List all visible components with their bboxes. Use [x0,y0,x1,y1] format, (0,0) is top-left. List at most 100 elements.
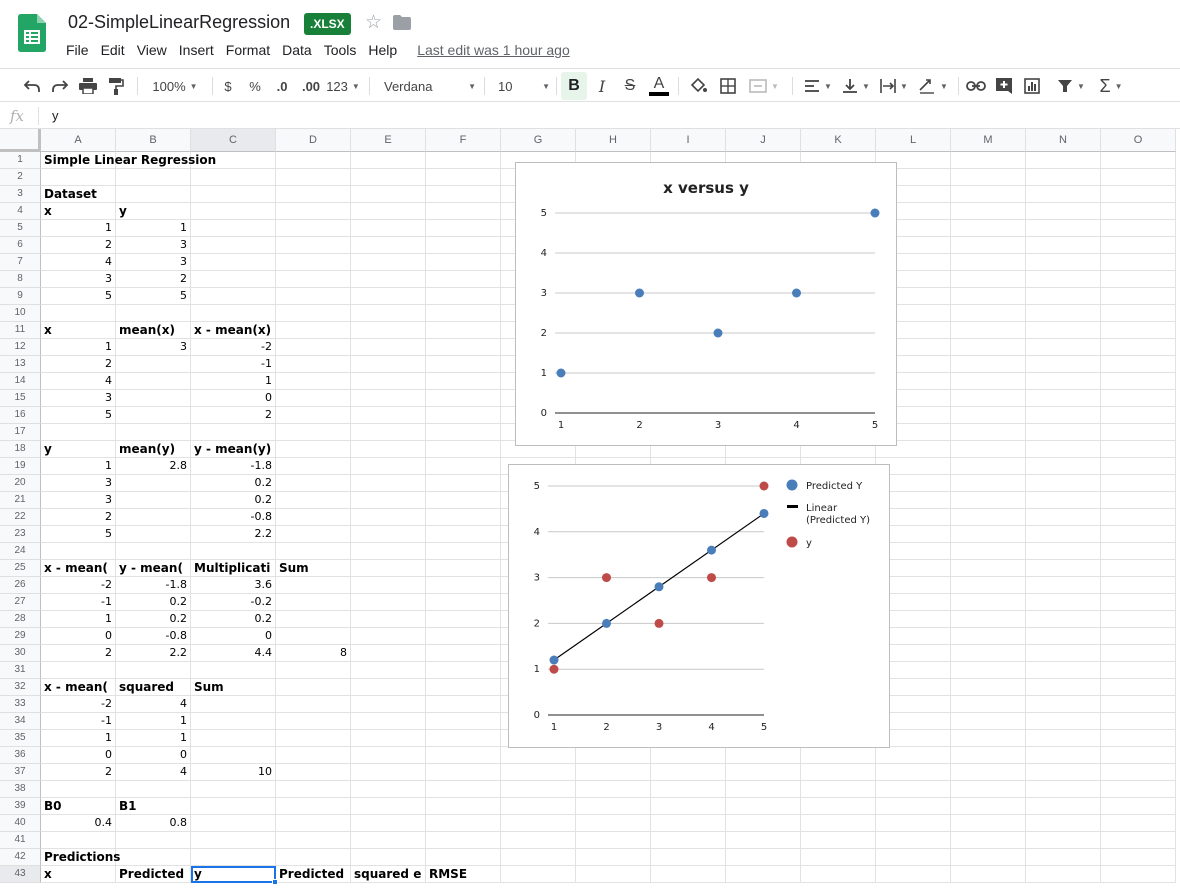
row-header[interactable]: 42 [0,849,41,866]
cell-n33[interactable] [1026,696,1101,713]
cell-l24[interactable] [876,543,951,560]
cell-b13[interactable] [116,356,191,373]
cell-j42[interactable] [726,849,801,866]
cell-m2[interactable] [951,169,1026,186]
cell-n29[interactable] [1026,628,1101,645]
cell-e41[interactable] [351,832,426,849]
cell-n31[interactable] [1026,662,1101,679]
cell-f5[interactable] [426,220,501,237]
cell-a3[interactable]: Dataset [41,186,116,203]
cell-j38[interactable] [726,781,801,798]
cell-b30[interactable]: 2.2 [116,645,191,662]
cell-b37[interactable]: 4 [116,764,191,781]
cell-o19[interactable] [1101,458,1176,475]
cell-d29[interactable] [276,628,351,645]
cell-b18[interactable]: mean(y) [116,441,191,458]
cell-o36[interactable] [1101,747,1176,764]
cell-e37[interactable] [351,764,426,781]
cell-c11[interactable]: x - mean(x) [191,322,276,339]
cell-d39[interactable] [276,798,351,815]
cell-c4[interactable] [191,203,276,220]
document-title[interactable]: 02-SimpleLinearRegression [68,12,291,32]
cell-f12[interactable] [426,339,501,356]
cell-d43[interactable]: Predicted [276,866,351,883]
cell-b15[interactable] [116,390,191,407]
cell-b8[interactable]: 2 [116,271,191,288]
cell-a39[interactable]: B0 [41,798,116,815]
cell-j37[interactable] [726,764,801,781]
cell-m33[interactable] [951,696,1026,713]
row-header[interactable]: 18 [0,441,41,458]
font-select[interactable]: Verdana ▼ [378,72,476,100]
cell-o12[interactable] [1101,339,1176,356]
cell-m20[interactable] [951,475,1026,492]
cell-d16[interactable] [276,407,351,424]
cell-l35[interactable] [876,730,951,747]
cell-m4[interactable] [951,203,1026,220]
cell-e6[interactable] [351,237,426,254]
menu-data[interactable]: Data [282,42,312,58]
cell-o28[interactable] [1101,611,1176,628]
cell-l19[interactable] [876,458,951,475]
cell-e22[interactable] [351,509,426,526]
cell-m19[interactable] [951,458,1026,475]
cell-b22[interactable] [116,509,191,526]
cell-e15[interactable] [351,390,426,407]
cell-e17[interactable] [351,424,426,441]
cell-m29[interactable] [951,628,1026,645]
cell-d30[interactable]: 8 [276,645,351,662]
cell-l7[interactable] [876,254,951,271]
cell-m17[interactable] [951,424,1026,441]
cell-e23[interactable] [351,526,426,543]
cell-k41[interactable] [801,832,876,849]
cell-n36[interactable] [1026,747,1101,764]
cell-o30[interactable] [1101,645,1176,662]
cell-m9[interactable] [951,288,1026,305]
cell-f31[interactable] [426,662,501,679]
row-header[interactable]: 30 [0,645,41,662]
cell-c14[interactable]: 1 [191,373,276,390]
cell-a18[interactable]: y [41,441,116,458]
paint-format-icon[interactable] [104,72,128,100]
cell-e40[interactable] [351,815,426,832]
cell-a15[interactable]: 3 [41,390,116,407]
cell-c5[interactable] [191,220,276,237]
cell-n8[interactable] [1026,271,1101,288]
cell-c25[interactable]: Multiplicati [191,560,276,577]
cell-n38[interactable] [1026,781,1101,798]
cell-e3[interactable] [351,186,426,203]
cell-f23[interactable] [426,526,501,543]
cell-o1[interactable] [1101,152,1176,169]
cell-a20[interactable]: 3 [41,475,116,492]
cell-m28[interactable] [951,611,1026,628]
cell-d15[interactable] [276,390,351,407]
column-header-i[interactable]: I [651,129,726,152]
cell-c18[interactable]: y - mean(y) [191,441,276,458]
cell-d18[interactable] [276,441,351,458]
cell-b39[interactable]: B1 [116,798,191,815]
strikethrough-button[interactable]: S [624,77,636,94]
cell-c20[interactable]: 0.2 [191,475,276,492]
cell-k38[interactable] [801,781,876,798]
menu-format[interactable]: Format [225,42,271,58]
cell-o10[interactable] [1101,305,1176,322]
cell-o26[interactable] [1101,577,1176,594]
last-edit-link[interactable]: Last edit was 1 hour ago [417,42,570,58]
cell-l1[interactable] [876,152,951,169]
menu-file[interactable]: File [66,42,89,58]
cell-g36[interactable] [501,747,576,764]
cell-n35[interactable] [1026,730,1101,747]
row-header[interactable]: 32 [0,679,41,696]
cell-e4[interactable] [351,203,426,220]
cell-e30[interactable] [351,645,426,662]
cell-d5[interactable] [276,220,351,237]
column-header-c[interactable]: C [191,129,276,152]
cell-a16[interactable]: 5 [41,407,116,424]
column-header-k[interactable]: K [801,129,876,152]
cell-l42[interactable] [876,849,951,866]
cell-a5[interactable]: 1 [41,220,116,237]
cell-e29[interactable] [351,628,426,645]
cell-c19[interactable]: -1.8 [191,458,276,475]
cell-n41[interactable] [1026,832,1101,849]
cell-e10[interactable] [351,305,426,322]
